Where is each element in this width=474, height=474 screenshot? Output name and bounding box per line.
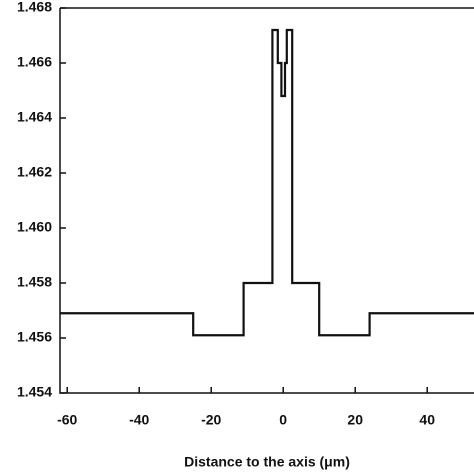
axes-frame — [59, 7, 474, 394]
y-tick-label: 1.458 — [17, 274, 52, 290]
x-tick-label: 20 — [347, 412, 363, 428]
y-tick-label: 1.462 — [17, 164, 52, 180]
y-tick-label: 1.468 — [17, 0, 52, 15]
x-tick-label: -20 — [201, 412, 221, 428]
y-tick-label: 1.460 — [17, 219, 52, 235]
x-tick-label: 0 — [279, 412, 287, 428]
y-tick-label: 1.454 — [17, 384, 52, 400]
y-tick-label: 1.456 — [17, 329, 52, 345]
x-tick-label: -40 — [129, 412, 149, 428]
y-tick-label: 1.464 — [17, 109, 52, 125]
profile-line — [60, 28, 474, 337]
x-tick-label: -60 — [57, 412, 77, 428]
x-tick-label: 40 — [419, 412, 435, 428]
x-axis-label: Distance to the axis (μm) — [184, 454, 350, 470]
y-tick-label: 1.466 — [17, 54, 52, 70]
